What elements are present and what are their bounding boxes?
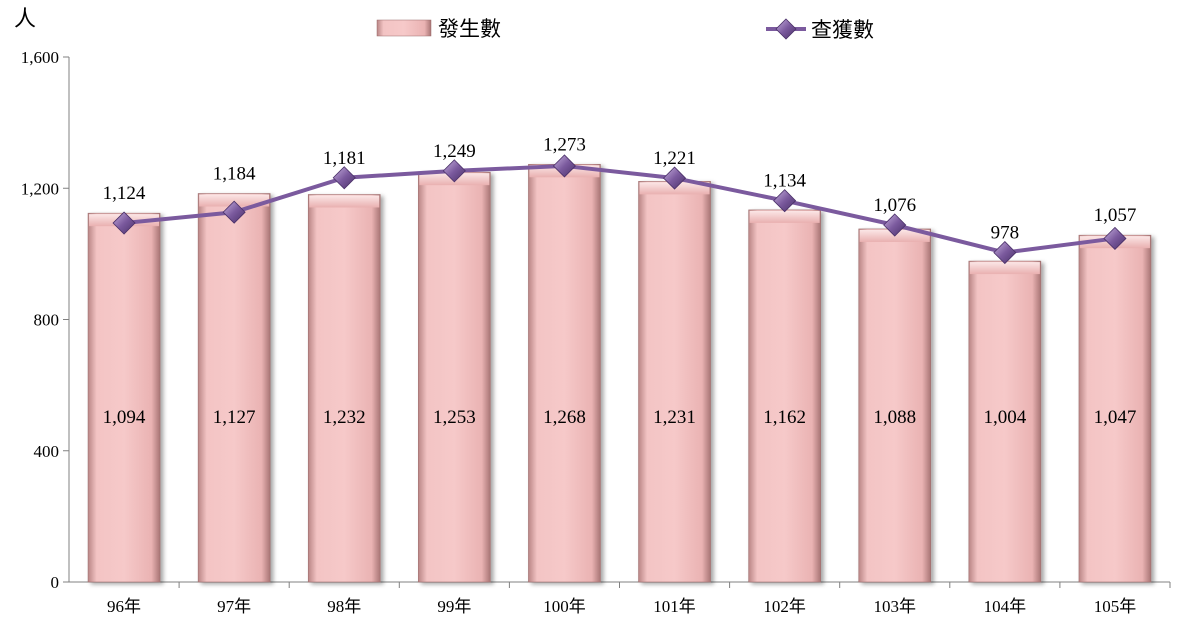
line-value-label: 1,232 — [323, 407, 366, 428]
line-value-label: 1,253 — [433, 407, 476, 428]
bar-body — [528, 163, 601, 583]
bar — [748, 209, 821, 583]
legend-label-line: 查獲數 — [811, 18, 874, 42]
bar-body — [1078, 234, 1152, 583]
line-value-label: 1,047 — [1094, 407, 1137, 428]
line-marker — [332, 166, 356, 190]
line-marker — [662, 166, 687, 190]
line-value-label: 1,088 — [873, 407, 916, 428]
bar-body — [858, 228, 932, 583]
bar-body — [87, 212, 161, 583]
y-tick-label: 1,200 — [21, 179, 59, 198]
line-marker — [442, 159, 466, 183]
bar — [418, 171, 491, 583]
line-value-label: 1,094 — [103, 407, 146, 428]
line-marker — [552, 154, 577, 178]
bar-value-label: 1,181 — [323, 148, 366, 169]
bar-value-label: 1,076 — [873, 195, 916, 216]
bar — [1078, 234, 1152, 583]
bar-body — [748, 209, 821, 583]
bar — [307, 194, 381, 583]
data-labels: 1,124 1,184 1,181 1,249 1,273 1,221 1,134 1,076… — [103, 134, 1137, 428]
bar-body — [197, 193, 271, 583]
bar-value-label: 1,184 — [213, 164, 256, 185]
legend-label-bar: 發生數 — [438, 17, 501, 41]
legend-swatch-bar — [376, 19, 432, 37]
bar-cap — [309, 195, 380, 208]
bar-value-label: 1,273 — [543, 134, 586, 155]
line-value-label: 1,004 — [983, 407, 1026, 428]
y-tick-label: 0 — [51, 573, 60, 592]
line-marker — [883, 213, 907, 237]
bar-cap — [749, 210, 820, 223]
bar — [528, 163, 601, 583]
legend-swatch-marker — [775, 18, 797, 40]
bar-value-label: 1,124 — [103, 183, 146, 204]
x-tick-label: 96年 — [107, 597, 141, 616]
x-axis-ticks: 96年 97年 98年 99年 100年 101年 102年 103年 104年 105年 — [107, 582, 1171, 616]
bar — [858, 228, 932, 583]
x-tick-label: 100年 — [543, 597, 586, 616]
bar-value-label: 1,057 — [1094, 205, 1137, 226]
bar-body — [638, 181, 711, 583]
x-tick-label: 102年 — [763, 597, 806, 616]
x-tick-label: 103年 — [874, 597, 917, 616]
bar-body — [307, 194, 381, 583]
x-tick-label: 105年 — [1094, 597, 1137, 616]
bar — [638, 181, 711, 583]
bar-cap — [199, 194, 270, 207]
bar-body — [968, 260, 1042, 583]
x-tick-label: 104年 — [984, 597, 1027, 616]
bar-body — [418, 171, 491, 583]
bar-value-label: 1,249 — [433, 141, 476, 162]
line-series-path — [123, 163, 1116, 255]
line-marker — [222, 200, 246, 224]
line-marker — [1103, 226, 1127, 251]
x-tick-label: 98年 — [327, 597, 361, 616]
x-tick-label: 97年 — [217, 597, 251, 616]
line-value-label: 1,162 — [763, 407, 806, 428]
y-axis-ticks: 0 400 800 1,200 1,600 — [21, 48, 69, 592]
y-tick-label: 1,600 — [21, 48, 59, 67]
y-tick-label: 800 — [34, 311, 60, 330]
y-axis-unit: 人 — [14, 7, 36, 32]
bar-value-label: 1,134 — [763, 171, 806, 192]
bar-cap — [969, 262, 1040, 275]
legend: 發生數 查獲數 — [376, 17, 874, 42]
bar — [87, 212, 161, 583]
line-value-label: 1,231 — [653, 407, 696, 428]
line-marker — [993, 240, 1017, 265]
bars-layer — [87, 163, 1152, 583]
bar-value-label: 1,221 — [653, 148, 696, 169]
line-marker — [112, 211, 136, 235]
line-value-label: 1,127 — [213, 407, 256, 428]
y-tick-label: 400 — [34, 442, 60, 461]
bar — [197, 193, 271, 583]
x-tick-label: 99年 — [437, 597, 471, 616]
bar — [968, 260, 1042, 583]
x-tick-label: 101年 — [653, 597, 696, 616]
line-marker — [773, 189, 797, 213]
line-value-label: 1,268 — [543, 407, 586, 428]
bar-value-label: 978 — [991, 223, 1020, 244]
line-layer — [112, 154, 1127, 265]
